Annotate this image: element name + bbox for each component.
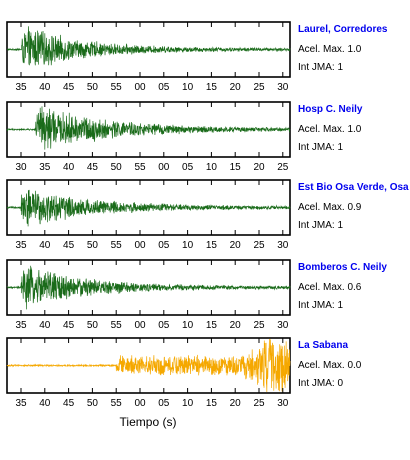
- x-tick-label: 55: [111, 240, 123, 251]
- x-tick-label: 50: [87, 240, 99, 251]
- x-tick-label: 05: [158, 398, 170, 409]
- x-tick-label: 30: [277, 82, 289, 93]
- x-tick-label: 55: [111, 398, 123, 409]
- seismogram-panel: 35 40 45 50 55 00 05 10 15 20 25 30 Est Bio Osa Verd…: [6, 179, 409, 251]
- waveform-trace: [7, 26, 291, 66]
- x-tick-label: 10: [182, 320, 194, 331]
- x-tick-label: 30: [277, 240, 289, 251]
- x-tick-label: 30: [277, 320, 289, 331]
- x-tick-label: 50: [87, 398, 99, 409]
- jma-intensity: Int JMA: 1: [298, 142, 343, 153]
- x-tick-label: 00: [134, 398, 146, 409]
- x-tick-label: 50: [87, 320, 99, 331]
- station-name: Laurel, Corredores: [298, 24, 388, 35]
- x-tick-label: 40: [39, 82, 51, 93]
- panels-group: 35 40 45 50 55 00 05 10 15 20 25 30 Laurel, Corredor…: [6, 21, 409, 409]
- waveform-trace: [6, 265, 291, 310]
- x-tick-label: 55: [111, 320, 123, 331]
- waveform-trace: [6, 338, 291, 393]
- x-tick-label: 20: [230, 398, 242, 409]
- x-tick-label: 45: [63, 320, 75, 331]
- x-tick-label: 00: [134, 320, 146, 331]
- jma-intensity: Int JMA: 1: [298, 220, 343, 231]
- x-tick-label: 35: [15, 82, 27, 93]
- x-tick-label: 45: [63, 240, 75, 251]
- x-tick-label: 20: [230, 320, 242, 331]
- x-tick-label: 15: [206, 398, 218, 409]
- x-tick-label: 15: [206, 240, 218, 251]
- x-tick-label: 45: [63, 82, 75, 93]
- seismogram-panel: 35 40 45 50 55 00 05 10 15 20 25 30 Bomberos C. Neil…: [6, 259, 387, 331]
- x-tick-label: 05: [158, 320, 170, 331]
- x-tick-label: 20: [253, 162, 265, 173]
- x-tick-label: 40: [39, 240, 51, 251]
- x-tick-label: 25: [253, 240, 265, 251]
- x-tick-label: 25: [253, 320, 265, 331]
- x-tick-label: 15: [230, 162, 242, 173]
- x-tick-label: 35: [15, 398, 27, 409]
- seismogram-panel: 35 40 45 50 55 00 05 10 15 20 25 30 Laurel, Corredor…: [6, 21, 388, 93]
- max-acceleration: Acel. Max. 0.9: [298, 202, 362, 213]
- x-tick-label: 00: [134, 82, 146, 93]
- x-tick-label: 40: [63, 162, 75, 173]
- x-tick-label: 15: [206, 82, 218, 93]
- x-tick-label: 35: [15, 320, 27, 331]
- x-tick-label: 45: [87, 162, 99, 173]
- max-acceleration: Acel. Max. 1.0: [298, 44, 362, 55]
- seismogram-panel: 35 40 45 50 55 00 05 10 15 20 25 30 La Sabana Acel. M…: [6, 337, 362, 409]
- x-tick-label: 35: [39, 162, 51, 173]
- waveform-trace: [6, 106, 291, 150]
- x-tick-label: 20: [230, 82, 242, 93]
- station-name: Hosp C. Neily: [298, 104, 363, 115]
- x-tick-label: 25: [253, 82, 265, 93]
- x-tick-label: 55: [111, 82, 123, 93]
- jma-intensity: Int JMA: 0: [298, 378, 343, 389]
- x-tick-label: 20: [230, 240, 242, 251]
- x-tick-label: 30: [15, 162, 27, 173]
- x-tick-label: 30: [277, 398, 289, 409]
- x-tick-label: 05: [158, 82, 170, 93]
- x-tick-label: 05: [182, 162, 194, 173]
- max-acceleration: Acel. Max. 0.0: [298, 360, 362, 371]
- x-tick-label: 55: [134, 162, 146, 173]
- x-tick-label: 40: [39, 398, 51, 409]
- seismogram-panel: 30 35 40 45 50 55 00 05 10 15 20 25 Hosp C. Neily Ace…: [6, 101, 363, 173]
- x-tick-label: 45: [63, 398, 75, 409]
- station-name: Bomberos C. Neily: [298, 262, 387, 273]
- x-tick-label: 00: [158, 162, 170, 173]
- max-acceleration: Acel. Max. 1.0: [298, 124, 362, 135]
- x-tick-label: 50: [111, 162, 123, 173]
- x-tick-label: 25: [277, 162, 289, 173]
- x-tick-label: 50: [87, 82, 99, 93]
- x-tick-label: 10: [206, 162, 218, 173]
- x-axis-label: Tiempo (s): [120, 415, 177, 429]
- x-tick-label: 10: [182, 82, 194, 93]
- x-tick-label: 00: [134, 240, 146, 251]
- x-tick-label: 10: [182, 240, 194, 251]
- x-tick-label: 10: [182, 398, 194, 409]
- x-tick-label: 35: [15, 240, 27, 251]
- station-name: La Sabana: [298, 340, 348, 351]
- x-tick-label: 15: [206, 320, 218, 331]
- jma-intensity: Int JMA: 1: [298, 62, 343, 73]
- max-acceleration: Acel. Max. 0.6: [298, 282, 362, 293]
- x-tick-label: 40: [39, 320, 51, 331]
- jma-intensity: Int JMA: 1: [298, 300, 343, 311]
- waveform-trace: [6, 189, 291, 227]
- x-tick-label: 25: [253, 398, 265, 409]
- station-name: Est Bio Osa Verde, Osa: [298, 182, 409, 193]
- x-tick-label: 05: [158, 240, 170, 251]
